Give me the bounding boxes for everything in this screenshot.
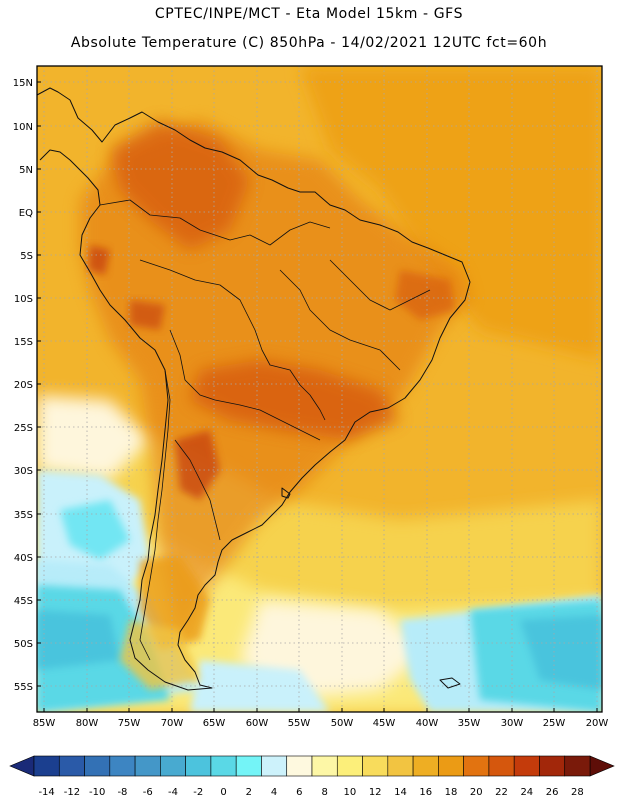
- colorbar-swatch: [513, 755, 540, 777]
- lon-label: 80W: [76, 718, 99, 729]
- colorbar-label: -4: [168, 787, 178, 798]
- lon-label: 45W: [373, 718, 396, 729]
- lon-label: 55W: [288, 718, 311, 729]
- lat-label: 15S: [14, 337, 33, 348]
- longitude-labels: 85W 80W 75W 70W 65W 60W 55W 50W 45W 40W …: [33, 718, 609, 729]
- lon-label: 35W: [458, 718, 481, 729]
- lat-label: 20S: [14, 380, 33, 391]
- tick-marks: [37, 81, 598, 712]
- colorbar-label: 0: [220, 787, 226, 798]
- latitude-labels: 15N 10N 5N EQ 5S 10S 15S 20S 25S 30S 35S…: [13, 78, 33, 693]
- lat-label: 10S: [14, 294, 33, 305]
- colorbar-label: -14: [38, 787, 54, 798]
- lat-label: EQ: [19, 208, 33, 219]
- coastline: [37, 87, 471, 691]
- colorbar-swatch: [362, 755, 389, 777]
- colorbar-label: -10: [89, 787, 105, 798]
- colorbar-label: -8: [117, 787, 127, 798]
- colorbar-label: 20: [470, 787, 483, 798]
- lat-label: 55S: [14, 682, 33, 693]
- colorbar-swatch: [109, 755, 136, 777]
- title-line-2: Absolute Temperature (C) 850hPa - 14/02/…: [70, 35, 548, 51]
- lon-label: 30W: [501, 718, 524, 729]
- colorbar-swatch: [235, 755, 262, 777]
- lat-label: 35S: [14, 510, 33, 521]
- colorbar-swatch: [84, 755, 111, 777]
- colorbar-label: -6: [143, 787, 153, 798]
- map-frame: [36, 65, 603, 713]
- colorbar-label: 18: [445, 787, 458, 798]
- lon-label: 50W: [331, 718, 354, 729]
- lat-label: 15N: [13, 78, 33, 89]
- lat-label: 5N: [19, 165, 33, 176]
- colorbar-swatch: [463, 755, 490, 777]
- colorbar-label: 28: [571, 787, 584, 798]
- colorbar-swatch: [58, 755, 85, 777]
- lon-label: 40W: [416, 718, 439, 729]
- colorbar-swatch: [134, 755, 161, 777]
- colorbar-label: -12: [64, 787, 80, 798]
- colorbar-extend-low: [9, 755, 35, 777]
- colorbar-swatch: [336, 755, 363, 777]
- colorbar-swatch: [564, 755, 591, 777]
- colorbar-swatch: [33, 755, 60, 777]
- colorbar-label: 24: [520, 787, 533, 798]
- lat-label: 50S: [14, 639, 33, 650]
- colorbar-swatch: [286, 755, 313, 777]
- colorbar-extend-high: [589, 755, 615, 777]
- color-bar: -14 -12 -10 -8 -6 -4 -2 0 2 4 6 8 10 12 14 16 18 20 22 24 26…: [9, 755, 615, 798]
- colorbar-label: -2: [193, 787, 203, 798]
- colorbar-swatch: [539, 755, 566, 777]
- lon-label: 25W: [543, 718, 566, 729]
- colorbar-swatch: [488, 755, 515, 777]
- lat-label: 45S: [14, 596, 33, 607]
- lat-label: 30S: [14, 466, 33, 477]
- colorbar-label: 10: [344, 787, 357, 798]
- colorbar-label: 26: [546, 787, 559, 798]
- colorbar-swatch: [311, 755, 338, 777]
- lat-label: 40S: [14, 553, 33, 564]
- colorbar-label: 14: [394, 787, 407, 798]
- colorbar-label: 16: [419, 787, 432, 798]
- colorbar-swatch: [412, 755, 439, 777]
- lon-label: 75W: [118, 718, 141, 729]
- colorbar-label: 22: [495, 787, 508, 798]
- lat-label: 25S: [14, 423, 33, 434]
- colorbar-label: 12: [369, 787, 382, 798]
- colorbar-swatch: [185, 755, 212, 777]
- colorbar-label: 6: [296, 787, 302, 798]
- lon-label: 85W: [33, 718, 56, 729]
- title-line-1: CPTEC/INPE/MCT - Eta Model 15km - GFS: [154, 6, 464, 22]
- lon-label: 60W: [246, 718, 269, 729]
- temperature-field: [37, 66, 602, 712]
- colorbar-swatch: [261, 755, 288, 777]
- lon-label: 20W: [586, 718, 609, 729]
- colorbar-label: 2: [246, 787, 252, 798]
- colorbar-swatch: [387, 755, 414, 777]
- colorbar-swatch: [438, 755, 464, 777]
- lat-label: 5S: [20, 251, 33, 262]
- colorbar-label: 4: [271, 787, 277, 798]
- colorbar-swatch: [210, 755, 237, 777]
- colorbar-label: 8: [321, 787, 327, 798]
- lon-label: 70W: [161, 718, 184, 729]
- colorbar-swatch: [160, 755, 186, 777]
- lon-label: 65W: [203, 718, 226, 729]
- lat-label: 10N: [13, 122, 33, 133]
